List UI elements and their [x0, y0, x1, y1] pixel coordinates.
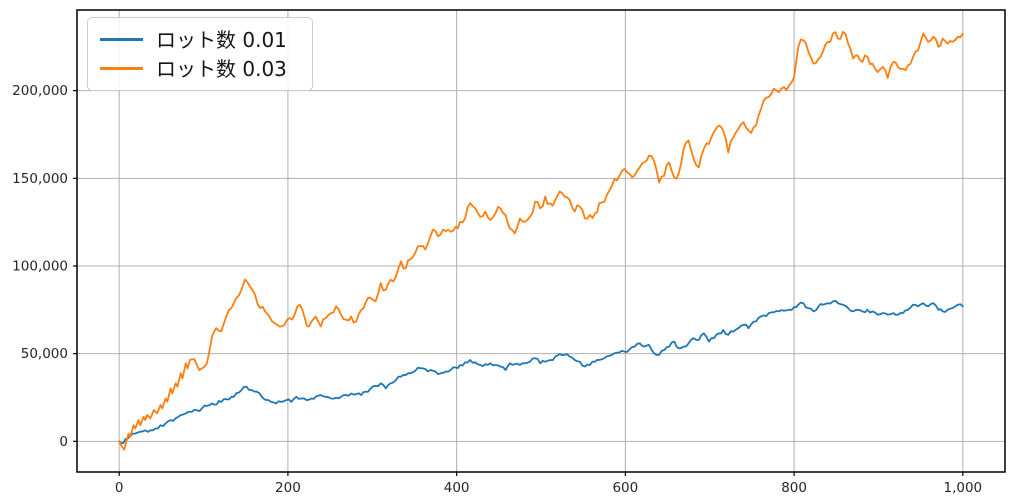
x-tick-label: 1,000: [943, 480, 982, 496]
legend-label-lot-0-01: ロット数 0.01: [156, 27, 287, 52]
legend: ロット数 0.01 ロット数 0.03: [87, 17, 313, 91]
x-tick-label: 0: [115, 480, 124, 496]
legend-item-lot-0-01: ロット数 0.01: [100, 28, 312, 52]
legend-line-swatch-blue: [100, 38, 143, 41]
x-tick-label: 800: [781, 480, 807, 496]
y-tick-label: 200,000: [12, 83, 68, 99]
x-tick-label: 200: [275, 480, 301, 496]
y-tick-label: 0: [59, 434, 68, 450]
legend-line-swatch-orange: [100, 67, 143, 70]
x-tick-label: 400: [444, 480, 470, 496]
y-tick-label: 100,000: [12, 258, 68, 274]
y-tick-label: 50,000: [21, 346, 68, 362]
y-tick-label: 150,000: [12, 171, 68, 187]
x-tick-label: 600: [612, 480, 638, 496]
legend-item-lot-0-03: ロット数 0.03: [100, 57, 312, 81]
legend-label-lot-0-03: ロット数 0.03: [156, 56, 287, 81]
